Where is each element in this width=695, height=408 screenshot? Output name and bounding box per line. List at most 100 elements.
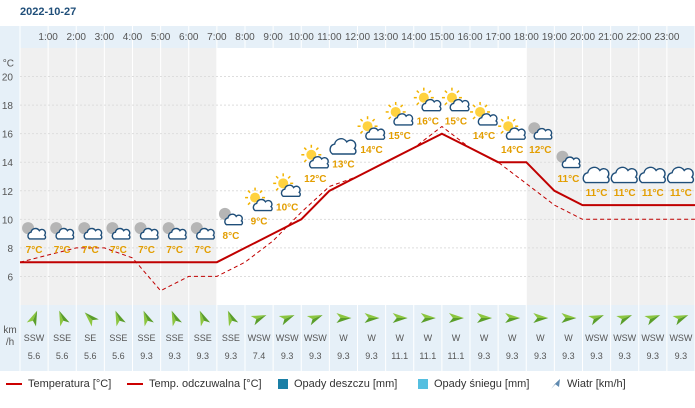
left-axis-band	[0, 26, 20, 371]
wind-speed-label: 5.6	[84, 351, 97, 361]
night-cloudy-icon	[556, 150, 581, 169]
hour-temperature-label: 7°C	[82, 245, 99, 256]
hour-temperature-label: 14°C	[360, 145, 382, 156]
legend-label-feels-like: Temp. odczuwalna [°C]	[149, 378, 262, 390]
hour-tick-label: 5:00	[151, 32, 171, 43]
hour-cell	[357, 48, 386, 305]
wind-arrow-icon	[84, 312, 99, 327]
night-cloudy-icon	[78, 222, 103, 240]
wind-unit-label-top: km	[3, 325, 16, 336]
wind-speed-label: 5.6	[112, 351, 125, 361]
hour-temperature-label: 9°C	[251, 217, 268, 228]
hour-cell	[301, 48, 330, 305]
wind-direction-label: WSW	[669, 333, 692, 343]
wind-speed-label: 9.3	[197, 351, 210, 361]
wind-speed-label: 9.3	[337, 351, 350, 361]
hour-cell	[470, 48, 499, 305]
legend-item-snow: Opady śniegu [mm]	[418, 378, 529, 390]
wind-speed-label: 9.3	[562, 351, 575, 361]
hour-tick-label: 1:00	[38, 32, 58, 43]
hour-temperature-label: 16°C	[417, 117, 439, 128]
hour-temperature-label: 7°C	[110, 245, 127, 256]
hour-temperature-label: 11°C	[558, 174, 580, 185]
hour-tick-label: 17:00	[486, 32, 511, 43]
wind-direction-label: SSE	[53, 333, 71, 343]
hour-tick-label: 14:00	[401, 32, 426, 43]
wind-speed-label: 11.1	[391, 351, 408, 361]
hour-cell	[441, 48, 470, 305]
hour-temperature-label: 7°C	[138, 245, 155, 256]
wind-arrow-icon	[448, 313, 464, 323]
hour-temperature-label: 11°C	[586, 188, 608, 199]
wind-direction-label: SSE	[109, 333, 127, 343]
chart-date: 2022-10-27	[20, 6, 77, 18]
night-cloudy-icon	[106, 222, 131, 240]
hour-tick-label: 20:00	[570, 32, 595, 43]
hour-tick-label: 21:00	[598, 32, 623, 43]
hour-tick-label: 11:00	[317, 32, 342, 43]
night-cloudy-icon	[218, 207, 244, 226]
y-tick-label: 14	[2, 158, 14, 169]
y-tick-label: 16	[2, 130, 14, 141]
wind-unit-label-bottom: /h	[6, 337, 14, 348]
feels-like-line-swatch	[127, 383, 143, 385]
wind-direction-label: SSE	[194, 333, 212, 343]
y-tick-label: 20	[2, 73, 14, 84]
night-cloudy-icon	[528, 122, 553, 140]
hour-cell	[245, 48, 274, 305]
hour-tick-label: 2:00	[67, 32, 87, 43]
wind-speed-label: 5.6	[56, 351, 69, 361]
night-cloudy-icon	[50, 222, 75, 240]
wind-direction-label: WSW	[585, 333, 608, 343]
wind-speed-label: 9.3	[168, 351, 181, 361]
hour-temperature-label: 7°C	[54, 245, 71, 256]
legend: Temperatura [°C] Temp. odczuwalna [°C] O…	[0, 371, 695, 401]
y-tick-label: 12	[2, 187, 14, 198]
hour-temperature-label: 12°C	[304, 174, 326, 185]
hour-temperature-label: 10°C	[276, 202, 298, 213]
hour-cell	[273, 48, 302, 305]
wind-arrow-icon	[477, 313, 493, 323]
cloud-icon	[610, 166, 638, 184]
hour-temperature-label: 15°C	[389, 131, 411, 142]
legend-item-wind: Wiatr [km/h]	[550, 378, 626, 390]
partly-sunny-icon	[357, 116, 386, 140]
night-cloudy-icon	[134, 222, 159, 240]
hour-tick-label: 8:00	[235, 32, 255, 43]
cloud-icon	[582, 166, 610, 184]
partly-sunny-icon	[413, 87, 442, 112]
wind-speed-label: 9.3	[309, 351, 322, 361]
wind-arrow-icon	[420, 313, 436, 323]
wind-speed-label: 9.3	[506, 351, 519, 361]
wind-arrow-icon	[364, 313, 380, 323]
hour-cell	[329, 48, 358, 305]
wind-direction-label: WSW	[304, 333, 327, 343]
hour-temperature-label: 12°C	[529, 145, 551, 156]
legend-item-feels-like: Temp. odczuwalna [°C]	[127, 378, 262, 390]
cloud-icon	[329, 138, 357, 155]
hour-tick-label: 19:00	[542, 32, 567, 43]
wind-direction-label: W	[424, 333, 433, 343]
wind-speed-label: 9.3	[618, 351, 631, 361]
wind-direction-label: W	[480, 333, 489, 343]
snow-swatch	[418, 379, 428, 389]
hour-temperature-label: 13°C	[332, 160, 354, 171]
hour-cell	[20, 48, 49, 305]
wind-direction-label: WSW	[613, 333, 636, 343]
legend-label-snow: Opady śniegu [mm]	[434, 378, 530, 390]
hour-tick-label: 4:00	[123, 32, 143, 43]
wind-speed-label: 5.6	[28, 351, 41, 361]
legend-label-wind: Wiatr [km/h]	[567, 378, 626, 390]
cloud-icon	[666, 166, 695, 184]
hour-tick-label: 15:00	[429, 32, 454, 43]
hour-temperature-label: 11°C	[614, 188, 636, 199]
hour-cell	[413, 48, 442, 305]
wind-direction-label: W	[564, 333, 573, 343]
wind-direction-label: SSW	[24, 333, 45, 343]
night-cloudy-icon	[190, 222, 215, 240]
y-tick-label: 18	[2, 101, 14, 112]
wind-direction-label: SSE	[138, 333, 156, 343]
y-unit-label: °C	[3, 58, 14, 69]
wind-direction-label: W	[536, 333, 545, 343]
wind-speed-label: 9.3	[534, 351, 547, 361]
